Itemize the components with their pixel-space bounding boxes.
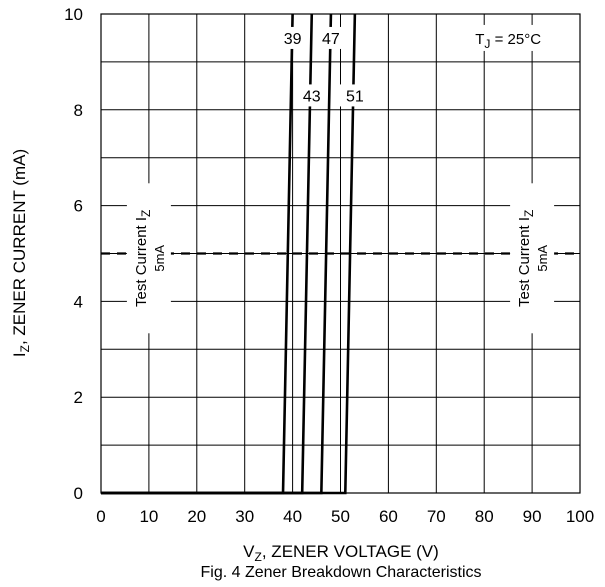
- temperature-label: TJ = 25°C: [475, 31, 541, 51]
- curves: [101, 13, 357, 495]
- curve-label-39: 39: [284, 31, 302, 48]
- temperature-label-background: [461, 24, 556, 51]
- x-tick-label: 80: [475, 507, 494, 526]
- y-axis-label: IZ, ZENER CURRENT (mA): [10, 149, 32, 357]
- x-tick-label: 30: [235, 507, 254, 526]
- curve-label-47: 47: [322, 31, 340, 48]
- axis-ticks: 0 10 20 30 40 50 60 70 80 90 100 0 2 4 6 8 10: [64, 5, 594, 526]
- y-tick-label: 10: [64, 5, 83, 24]
- x-tick-label: 40: [283, 507, 302, 526]
- x-tick-label: 90: [523, 507, 542, 526]
- label-background: [126, 183, 171, 334]
- label-background: [510, 183, 555, 334]
- x-tick-label: 60: [379, 507, 398, 526]
- x-tick-label: 0: [96, 507, 105, 526]
- curve-label-background: [277, 26, 308, 49]
- x-tick-label: 50: [331, 507, 350, 526]
- y-tick-label: 0: [74, 484, 83, 503]
- curve-label-background: [315, 26, 346, 49]
- y-tick-label: 6: [74, 197, 83, 216]
- y-tick-label: 8: [74, 101, 83, 120]
- curve-51: [101, 13, 357, 495]
- test-current-line2: 5mA: [535, 245, 550, 272]
- x-tick-label: 70: [427, 507, 446, 526]
- y-tick-label: 2: [74, 388, 83, 407]
- curve-label-51: 51: [346, 88, 364, 105]
- x-tick-label: 10: [139, 507, 158, 526]
- test-current-line2: 5mA: [152, 245, 167, 272]
- test-current-line1: Test Current IZ: [133, 210, 153, 307]
- curve-label-background: [339, 84, 370, 107]
- test-current-line1: Test Current IZ: [516, 210, 536, 307]
- x-tick-label: 100: [566, 507, 594, 526]
- curve-label-background: [296, 84, 327, 107]
- curve-label-43: 43: [303, 88, 321, 105]
- y-tick-label: 4: [74, 292, 83, 311]
- chart-title: Fig. 4 Zener Breakdown Characteristics: [201, 564, 482, 581]
- x-tick-label: 20: [187, 507, 206, 526]
- x-axis-label: VZ, ZENER VOLTAGE (V): [243, 542, 439, 564]
